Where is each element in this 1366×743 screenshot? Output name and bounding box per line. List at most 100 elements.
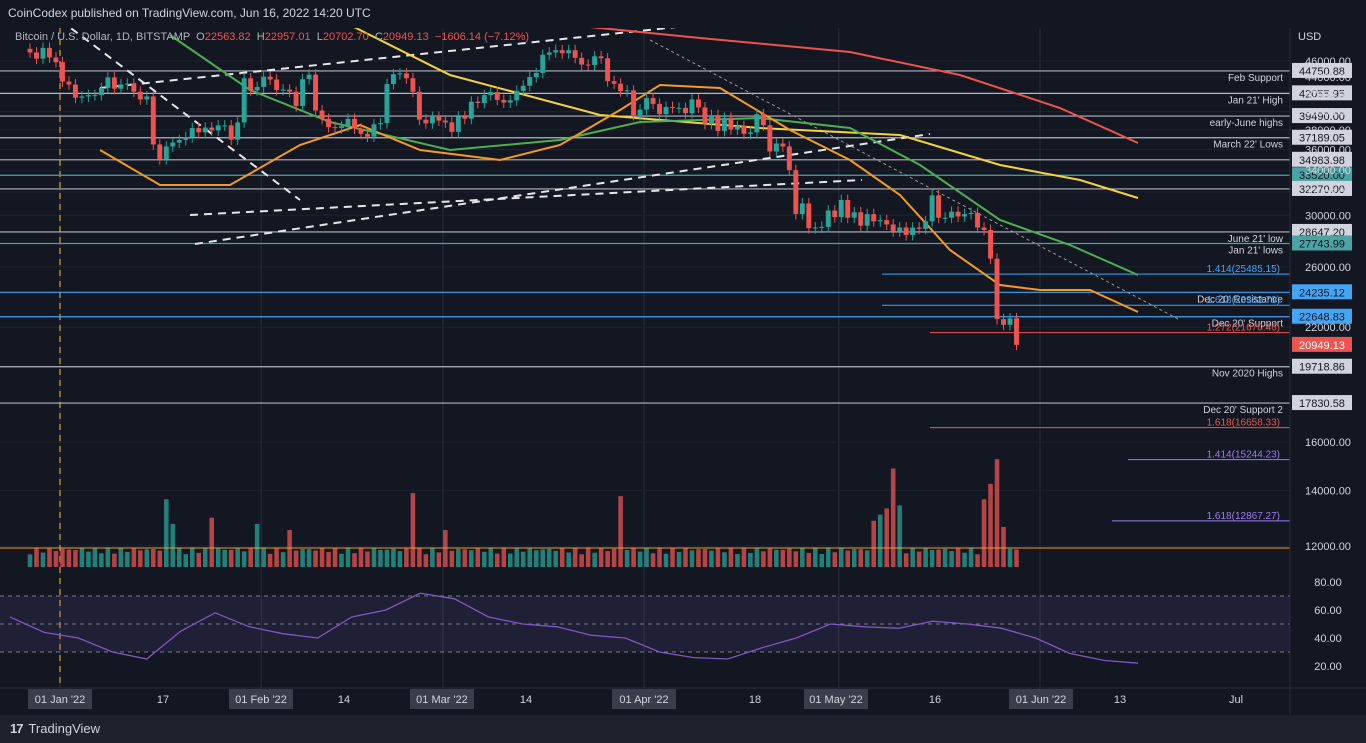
volume-bar: [676, 551, 682, 567]
descending-trendline: [649, 39, 1181, 321]
ma-20-line: [99, 83, 1139, 313]
volume-bar: [339, 553, 344, 567]
volume-bar: [92, 547, 98, 567]
support-line-label: Dec 20' Resistance: [1197, 294, 1283, 305]
candle-body: [747, 132, 753, 134]
candle-body: [806, 203, 812, 229]
volume-bar: [553, 550, 558, 567]
price-badge-bg: [1292, 284, 1352, 300]
volume-bar: [235, 548, 240, 567]
candle-body: [163, 146, 169, 160]
candle-body: [579, 57, 585, 65]
candle-body: [897, 227, 903, 232]
candle-body: [501, 99, 507, 103]
fib-label: 1.618(16658.33): [1207, 418, 1280, 429]
price-badge-text: 44750.88: [1299, 66, 1345, 78]
candle-body: [442, 120, 448, 123]
volume-bar: [118, 547, 124, 567]
volume-bar: [86, 551, 91, 567]
candle-body: [209, 127, 215, 131]
time-tick-label: 18: [749, 694, 761, 706]
volume-bar: [670, 547, 675, 567]
volume-bar: [572, 547, 578, 567]
volume-bar: [423, 554, 429, 567]
candle-body: [618, 83, 624, 92]
candle-body: [916, 227, 922, 229]
time-tick-highlight: [612, 689, 676, 709]
candle-body: [332, 127, 338, 129]
candle-body: [728, 117, 734, 130]
candle-body: [53, 57, 59, 63]
candle-body: [189, 128, 195, 138]
volume-bar: [748, 552, 753, 567]
candle-body: [644, 98, 650, 110]
candle-body: [507, 100, 513, 103]
volume-bar: [942, 548, 948, 567]
rsi-tick-label: 40.00: [1314, 633, 1342, 645]
volume-bar: [293, 550, 299, 567]
volume-bar: [968, 547, 974, 567]
candle-body: [34, 52, 39, 59]
candle-body: [657, 103, 663, 115]
volume-bar: [507, 553, 513, 567]
time-tick-highlight: [804, 689, 868, 709]
volume-bar: [598, 547, 604, 567]
candle-body: [267, 76, 273, 80]
volume-bar: [131, 548, 137, 567]
volume-bar: [228, 549, 234, 567]
volume-bar: [501, 547, 507, 567]
volume-bar: [618, 496, 623, 567]
candle-body: [170, 142, 176, 147]
volume-bar: [709, 550, 714, 567]
candle-body: [949, 211, 955, 218]
volume-bar: [644, 547, 649, 567]
candle-body: [144, 96, 150, 100]
volume-bar: [378, 549, 383, 567]
support-line-label: Nov 2020 Highs: [1212, 369, 1283, 380]
candle-body: [494, 92, 500, 100]
volume-bar: [767, 548, 773, 567]
volume-bar: [845, 550, 851, 567]
footer-bar: 17 TradingView: [0, 715, 1366, 743]
volume-bar: [735, 554, 740, 567]
candle-body: [520, 85, 526, 91]
volume-bar: [949, 551, 954, 567]
candle-body: [754, 114, 760, 133]
top-bar: CoinCodex published on TradingView.com, …: [0, 0, 1366, 28]
volume-bar: [631, 548, 636, 567]
candle-body: [176, 140, 182, 143]
volume-bar: [183, 554, 189, 567]
price-badge: 39490.00: [1292, 108, 1352, 124]
volume-bar: [955, 547, 961, 567]
rsi-tick-label: 20.00: [1314, 661, 1342, 673]
price-badge-bg: [1292, 85, 1352, 101]
candle-body: [877, 220, 883, 222]
volume-bar: [566, 552, 571, 567]
candle-body: [183, 137, 189, 141]
volume-bar: [637, 551, 643, 567]
volume-bar: [177, 547, 182, 567]
volume-bar: [813, 547, 818, 567]
volume-bar: [715, 548, 721, 567]
current-price-badge-text: 20949.13: [1299, 340, 1345, 352]
candle-body: [98, 87, 104, 96]
price-badge-text: 19718.86: [1299, 362, 1345, 374]
volume-bar: [546, 548, 552, 567]
candle-body: [566, 50, 572, 54]
price-badge-bg: [1292, 223, 1352, 239]
volume-bar: [663, 553, 669, 567]
ma-100-line: [329, 14, 1139, 199]
candle-body: [403, 73, 409, 79]
bitcoin-chart[interactable]: Feb Support 44750.88 Jan 21' High 42055.95 e…: [0, 0, 1366, 715]
candle-body: [85, 95, 91, 97]
candle-body: [47, 47, 52, 58]
candle-body: [533, 72, 539, 78]
candle-body: [481, 95, 487, 103]
candle-body: [572, 50, 578, 58]
volume-bar: [780, 549, 786, 567]
candle-body: [66, 81, 72, 85]
volume-bar: [488, 547, 494, 567]
tradingview-brand[interactable]: 17 TradingView: [10, 721, 100, 736]
support-line-label: Dec 20' Support: [1212, 319, 1284, 330]
volume-bar: [897, 505, 902, 567]
